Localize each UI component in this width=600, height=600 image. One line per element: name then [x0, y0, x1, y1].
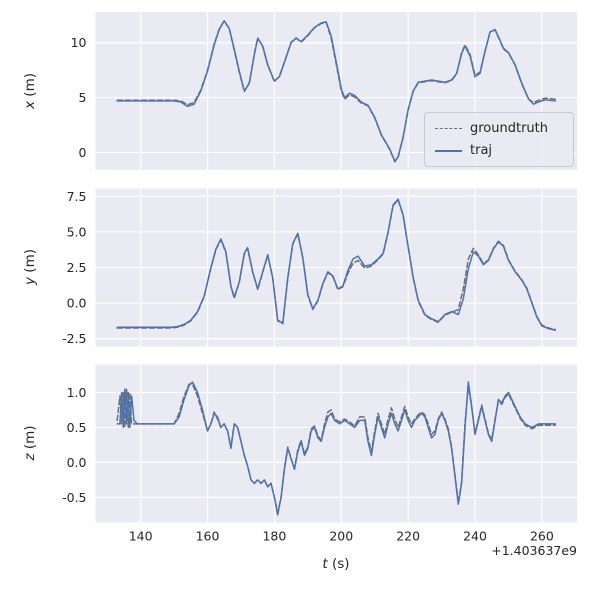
traj-solid-line-icon [435, 149, 462, 152]
y-axis-label-x-unit: (m) [22, 73, 38, 97]
svg-text:180: 180 [262, 529, 286, 544]
x-axis-label: t (s) [95, 556, 577, 572]
legend-label-traj: traj [470, 143, 493, 158]
svg-text:0.5: 0.5 [67, 420, 87, 435]
svg-text:0.0: 0.0 [67, 296, 87, 311]
svg-text:260: 260 [530, 529, 554, 544]
svg-text:240: 240 [463, 529, 487, 544]
legend-item-traj: traj [435, 143, 563, 158]
y-axis-label-y-unit: (m) [22, 249, 38, 273]
y-axis-label-x-var: x [22, 101, 38, 109]
x-axis-label-var: t [322, 556, 328, 572]
y-axis-label-z: z (m) [22, 383, 40, 503]
svg-text:140: 140 [129, 529, 153, 544]
y-axis-label-z-var: z [22, 453, 38, 461]
svg-text:0: 0 [79, 145, 87, 160]
legend-item-groundtruth: groundtruth [435, 121, 563, 136]
y-axis-label-y-var: y [22, 277, 38, 285]
y-axis-label-y: y (m) [22, 207, 40, 327]
svg-text:1.0: 1.0 [67, 385, 87, 400]
x-axis-label-unit: (s) [332, 556, 350, 572]
svg-text:2.5: 2.5 [67, 260, 87, 275]
svg-text:5: 5 [79, 90, 87, 105]
y-axis-label-z-unit: (m) [22, 425, 38, 450]
legend: groundtruth traj [424, 112, 574, 167]
svg-text:200: 200 [329, 529, 353, 544]
y-axis-label-x: x (m) [22, 31, 40, 151]
groundtruth-dashed-line-icon [435, 128, 462, 129]
svg-text:-0.5: -0.5 [62, 490, 86, 505]
svg-text:-2.5: -2.5 [62, 331, 86, 346]
svg-text:5.0: 5.0 [67, 224, 87, 239]
svg-text:0.0: 0.0 [67, 455, 87, 470]
svg-text:160: 160 [196, 529, 220, 544]
x-axis-offset-text: +1.403637e9 [491, 543, 577, 558]
svg-text:10: 10 [71, 35, 87, 50]
svg-text:7.5: 7.5 [67, 189, 87, 204]
svg-text:220: 220 [396, 529, 420, 544]
legend-label-groundtruth: groundtruth [470, 121, 549, 136]
